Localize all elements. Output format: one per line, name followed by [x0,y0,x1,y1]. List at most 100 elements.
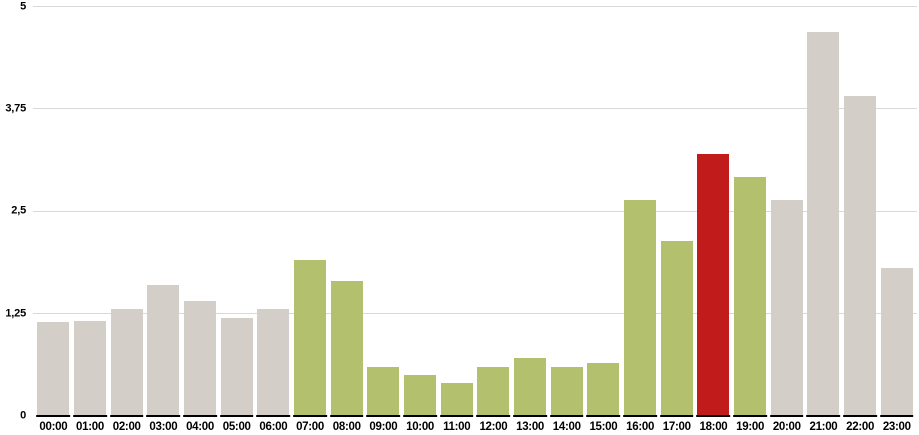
bar-0200 [110,309,143,415]
x-axis-tick-label: 20:00 [772,421,801,433]
x-axis-segment [733,415,767,417]
bar-2300 [880,268,913,415]
x-axis-segment [623,415,657,417]
x-axis-tick-label: 12:00 [479,421,508,433]
x-axis-tick-label: 23:00 [882,421,911,433]
bar-2100 [807,32,840,415]
x-axis-tick-label: 22:00 [846,421,875,433]
bar-1300 [514,358,547,415]
bar-1200 [477,367,510,415]
x-axis-tick-label: 07:00 [296,421,324,433]
x-axis-segment [366,415,401,417]
bar-slot-1900: 19:00 [732,0,769,435]
x-axis-segment [293,415,327,417]
bar-2200 [844,96,877,415]
x-axis-tick-label: 02:00 [112,421,141,433]
y-axis-tick-label: 3,75 [5,102,26,115]
x-axis-tick-label: 21:00 [809,421,838,433]
x-axis-tick-label: 01:00 [76,421,104,433]
x-axis-tick-label: 11:00 [443,421,471,433]
bar-slot-0700: 07:00 [292,0,329,435]
x-axis-segment [73,415,107,417]
bar-2000 [770,200,803,415]
x-axis-tick-label: 14:00 [552,421,581,433]
x-axis-tick-label: 05:00 [222,421,251,433]
gridline-3-75 [33,108,917,110]
bar-slot-1800: 18:00 [695,0,732,435]
bar-slot-1300: 13:00 [512,0,549,435]
bar-1400 [550,367,583,415]
x-axis-segment [476,415,511,417]
bar-slot-1100: 11:00 [438,0,475,435]
x-axis-segment [256,415,291,417]
x-axis-segment [183,415,217,417]
bar-1700 [660,241,693,415]
x-axis-segment [439,415,474,417]
x-axis-segment [403,415,437,417]
bar-0000 [37,322,70,415]
bar-slot-0400: 04:00 [182,0,219,435]
x-axis-tick-label: 19:00 [736,421,765,433]
y-axis-tick-label: 2,5 [11,204,26,217]
plot-area: 00:00 01:00 02:00 03:00 04:00 05:00 06:00 07:00… [35,0,915,435]
bar-slot-2200: 22:00 [842,0,879,435]
x-axis-tick-label: 09:00 [369,421,398,433]
bar-slot-0000: 00:00 [35,0,72,435]
y-axis-tick-label: 5 [20,0,26,12]
bar-1800 [697,154,730,415]
x-axis-segment [806,415,841,417]
x-axis-tick-label: 00:00 [39,421,68,433]
gridline-5 [33,6,917,7]
bar-0300 [147,285,180,415]
bar-0500 [220,318,253,415]
x-axis-tick-label: 10:00 [406,421,435,433]
x-axis-segment [36,415,71,417]
bar-slot-0300: 03:00 [145,0,182,435]
y-axis-tick-label: 0 [20,409,26,422]
x-axis-segment [219,415,254,417]
bar-1900 [734,177,767,415]
x-axis-segment [879,415,914,417]
bar-slot-0900: 09:00 [365,0,402,435]
bar-slot-2000: 20:00 [768,0,805,435]
gridline-1-25 [33,313,917,315]
bar-1600 [624,200,657,415]
x-axis-tick-label: 08:00 [332,421,361,433]
bar-0400 [184,301,217,415]
bar-slot-1000: 10:00 [402,0,439,435]
bar-0100 [74,321,106,415]
x-axis-segment [696,415,731,417]
bar-slot-1200: 12:00 [475,0,512,435]
bar-0900 [367,367,400,415]
x-axis-tick-label: 03:00 [149,421,178,433]
bar-slot-1500: 15:00 [585,0,622,435]
bar-slot-0200: 02:00 [108,0,145,435]
y-axis-tick-label: 1,25 [5,307,26,320]
x-axis-segment [769,415,804,417]
x-axis-segment [109,415,144,417]
x-axis-segment [586,415,621,417]
x-axis-tick-label: 04:00 [186,421,214,433]
x-axis-segment [549,415,584,417]
bar-slot-0500: 05:00 [218,0,255,435]
bar-slot-1700: 17:00 [658,0,695,435]
x-axis-tick-label: 15:00 [589,421,618,433]
x-axis-tick-label: 18:00 [699,421,728,433]
bar-1100 [440,383,473,415]
bar-slot-0600: 06:00 [255,0,292,435]
bar-1000 [404,375,437,415]
x-axis-segment [329,415,364,417]
x-axis-tick-label: 06:00 [259,421,288,433]
x-axis-segment [513,415,547,417]
x-axis-tick-label: 17:00 [662,421,691,433]
x-axis-segment [146,415,181,417]
bar-slot-1400: 14:00 [548,0,585,435]
x-axis-tick-label: 16:00 [626,421,655,433]
x-axis-tick-label: 13:00 [516,421,545,433]
bar-slot-0100: 01:00 [72,0,109,435]
x-axis-segment [659,415,694,417]
bar-1500 [587,363,620,415]
bar-slot-2100: 21:00 [805,0,842,435]
bar-0600 [257,309,290,415]
